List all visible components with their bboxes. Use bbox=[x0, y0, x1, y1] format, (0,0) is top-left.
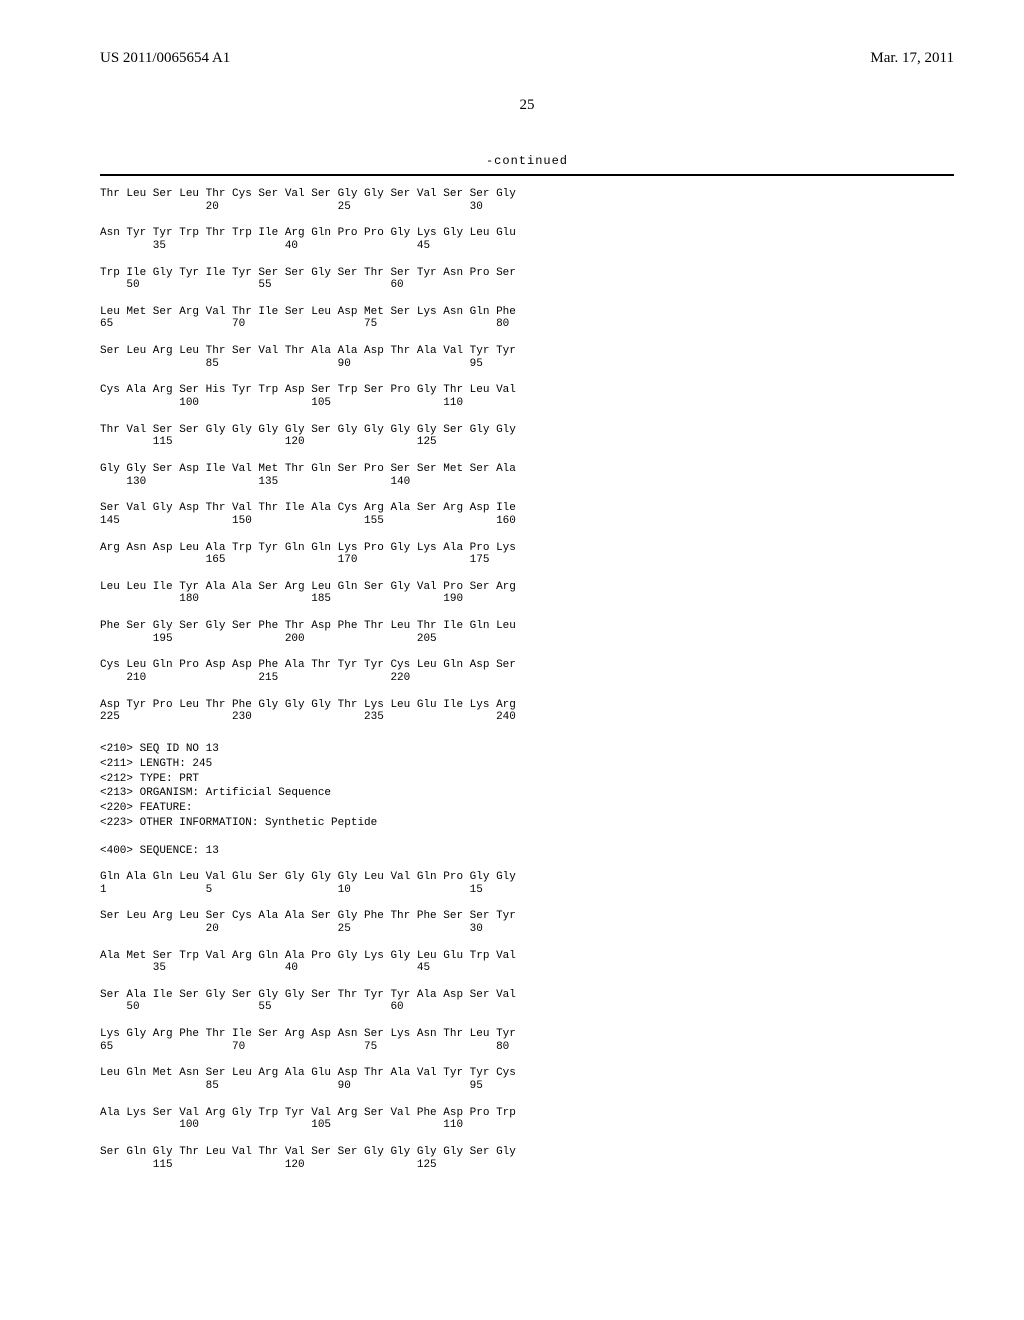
sequence-row: Lys Gly Arg Phe Thr Ile Ser Arg Asp Asn … bbox=[100, 1028, 954, 1053]
sequence-row: Gly Gly Ser Asp Ile Val Met Thr Gln Ser … bbox=[100, 463, 954, 488]
publication-date: Mar. 17, 2011 bbox=[870, 50, 954, 67]
meta-line: <212> TYPE: PRT bbox=[100, 772, 954, 787]
continued-label: -continued bbox=[100, 154, 954, 168]
seq-metadata: <210> SEQ ID NO 13<211> LENGTH: 245<212>… bbox=[100, 742, 954, 831]
sequence-row: Ala Lys Ser Val Arg Gly Trp Tyr Val Arg … bbox=[100, 1107, 954, 1132]
meta-line: <220> FEATURE: bbox=[100, 801, 954, 816]
sequence-row: Leu Met Ser Arg Val Thr Ile Ser Leu Asp … bbox=[100, 306, 954, 331]
sequence-row: Leu Leu Ile Tyr Ala Ala Ser Arg Leu Gln … bbox=[100, 581, 954, 606]
sequence-row: Phe Ser Gly Ser Gly Ser Phe Thr Asp Phe … bbox=[100, 620, 954, 645]
meta-line: <211> LENGTH: 245 bbox=[100, 757, 954, 772]
sequence-row: Leu Gln Met Asn Ser Leu Arg Ala Glu Asp … bbox=[100, 1067, 954, 1092]
sequence-row: Asp Tyr Pro Leu Thr Phe Gly Gly Gly Thr … bbox=[100, 699, 954, 724]
meta-line: <223> OTHER INFORMATION: Synthetic Pepti… bbox=[100, 816, 954, 831]
page-number: 25 bbox=[100, 97, 954, 114]
sequence-header-13: <400> SEQUENCE: 13 bbox=[100, 845, 954, 857]
sequence-row: Asn Tyr Tyr Trp Thr Trp Ile Arg Gln Pro … bbox=[100, 227, 954, 252]
page-header: US 2011/0065654 A1 Mar. 17, 2011 bbox=[100, 50, 954, 67]
sequence-row: Ala Met Ser Trp Val Arg Gln Ala Pro Gly … bbox=[100, 950, 954, 975]
sequence-listing-2: Gln Ala Gln Leu Val Glu Ser Gly Gly Gly … bbox=[100, 871, 954, 1171]
sequence-row: Ser Leu Arg Leu Ser Cys Ala Ala Ser Gly … bbox=[100, 910, 954, 935]
sequence-row: Ser Gln Gly Thr Leu Val Thr Val Ser Ser … bbox=[100, 1146, 954, 1171]
publication-number: US 2011/0065654 A1 bbox=[100, 50, 230, 67]
sequence-row: Ser Val Gly Asp Thr Val Thr Ile Ala Cys … bbox=[100, 502, 954, 527]
sequence-row: Arg Asn Asp Leu Ala Trp Tyr Gln Gln Lys … bbox=[100, 542, 954, 567]
sequence-row: Trp Ile Gly Tyr Ile Tyr Ser Ser Gly Ser … bbox=[100, 267, 954, 292]
sequence-row: Cys Leu Gln Pro Asp Asp Phe Ala Thr Tyr … bbox=[100, 659, 954, 684]
sequence-row: Gln Ala Gln Leu Val Glu Ser Gly Gly Gly … bbox=[100, 871, 954, 896]
sequence-row: Thr Leu Ser Leu Thr Cys Ser Val Ser Gly … bbox=[100, 188, 954, 213]
meta-line: <213> ORGANISM: Artificial Sequence bbox=[100, 786, 954, 801]
sequence-row: Ser Ala Ile Ser Gly Ser Gly Gly Ser Thr … bbox=[100, 989, 954, 1014]
sequence-row: Ser Leu Arg Leu Thr Ser Val Thr Ala Ala … bbox=[100, 345, 954, 370]
sequence-listing-1: Thr Leu Ser Leu Thr Cys Ser Val Ser Gly … bbox=[100, 188, 954, 724]
top-rule bbox=[100, 174, 954, 176]
page-container: US 2011/0065654 A1 Mar. 17, 2011 25 -con… bbox=[0, 0, 1024, 1225]
sequence-row: Cys Ala Arg Ser His Tyr Trp Asp Ser Trp … bbox=[100, 384, 954, 409]
meta-line: <210> SEQ ID NO 13 bbox=[100, 742, 954, 757]
sequence-row: Thr Val Ser Ser Gly Gly Gly Gly Ser Gly … bbox=[100, 424, 954, 449]
